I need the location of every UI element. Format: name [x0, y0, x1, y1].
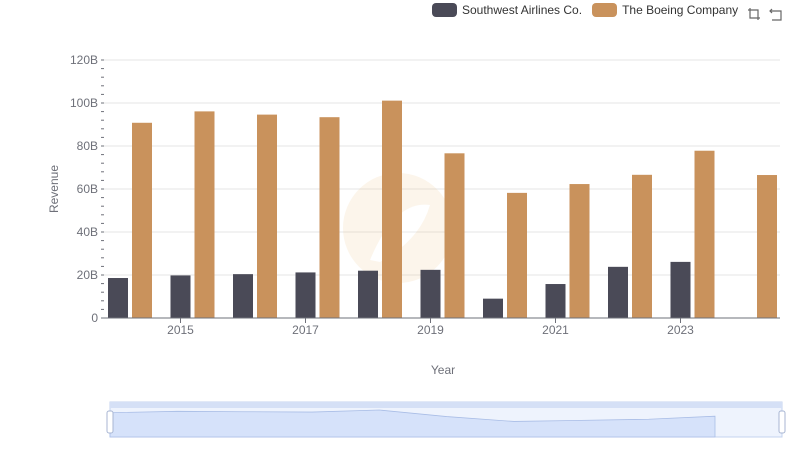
x-tick-label: 2019 — [417, 323, 444, 337]
bar-southwest[interactable] — [358, 270, 378, 318]
restore-icon[interactable] — [768, 6, 784, 22]
bars-group — [108, 100, 777, 318]
y-tick-label: 80B — [77, 139, 98, 153]
bar-boeing[interactable] — [444, 153, 465, 318]
legend-swatch-boeing — [592, 3, 618, 17]
x-tick-label: 2023 — [667, 323, 694, 337]
bar-southwest[interactable] — [170, 275, 191, 318]
slider-handle-left[interactable] — [106, 410, 114, 434]
bar-southwest[interactable] — [545, 284, 566, 318]
bar-southwest[interactable] — [670, 261, 691, 318]
y-tick-label: 20B — [77, 268, 98, 282]
legend-item-boeing[interactable]: The Boeing Company — [592, 3, 738, 17]
bar-boeing[interactable] — [257, 114, 277, 318]
toolbox — [746, 6, 784, 22]
zoom-icon[interactable] — [746, 6, 762, 22]
x-tick-label: 2015 — [167, 323, 194, 337]
legend-label-boeing: The Boeing Company — [622, 3, 739, 17]
legend-swatch-southwest — [432, 3, 457, 17]
slider-handle-right[interactable] — [778, 410, 786, 434]
bar-boeing[interactable] — [194, 111, 215, 318]
data-zoom-slider[interactable] — [106, 401, 786, 438]
bar-boeing[interactable] — [632, 174, 652, 318]
slider-mover-bar[interactable] — [110, 402, 782, 408]
y-axis-ticks: 0 20B 40B 60B 80B 100B 120B — [70, 53, 104, 325]
bar-southwest[interactable] — [420, 269, 441, 318]
y-tick-label: 0 — [91, 311, 98, 325]
legend-label-southwest: Southwest Airlines Co. — [462, 3, 583, 17]
x-tick-label: 2017 — [292, 323, 319, 337]
y-tick-label: 40B — [77, 225, 98, 239]
x-axis-label: Year — [431, 363, 455, 377]
grid-lines — [104, 59, 780, 276]
bar-southwest[interactable] — [233, 274, 253, 318]
y-tick-label: 100B — [70, 96, 98, 110]
bar-boeing[interactable] — [569, 184, 590, 318]
bar-southwest[interactable] — [295, 272, 316, 318]
bar-southwest[interactable] — [483, 298, 503, 318]
bar-southwest[interactable] — [108, 278, 128, 318]
bar-boeing[interactable] — [382, 100, 402, 318]
y-tick-label: 60B — [77, 182, 98, 196]
bar-boeing[interactable] — [507, 192, 527, 318]
x-axis-ticks: 2015 2017 2019 2021 2023 — [167, 318, 694, 337]
legend: Southwest Airlines Co. The Boeing Compan… — [432, 3, 738, 17]
bar-boeing[interactable] — [132, 122, 152, 318]
y-axis-label: Revenue — [47, 165, 61, 213]
legend-item-southwest[interactable]: Southwest Airlines Co. — [432, 3, 582, 17]
bar-boeing[interactable] — [319, 117, 340, 318]
bar-boeing[interactable] — [757, 175, 777, 318]
slider-preview-area — [109, 409, 716, 438]
bar-southwest[interactable] — [608, 266, 628, 318]
y-tick-label: 120B — [70, 53, 98, 67]
x-tick-label: 2021 — [542, 323, 569, 337]
bar-boeing[interactable] — [694, 150, 715, 318]
